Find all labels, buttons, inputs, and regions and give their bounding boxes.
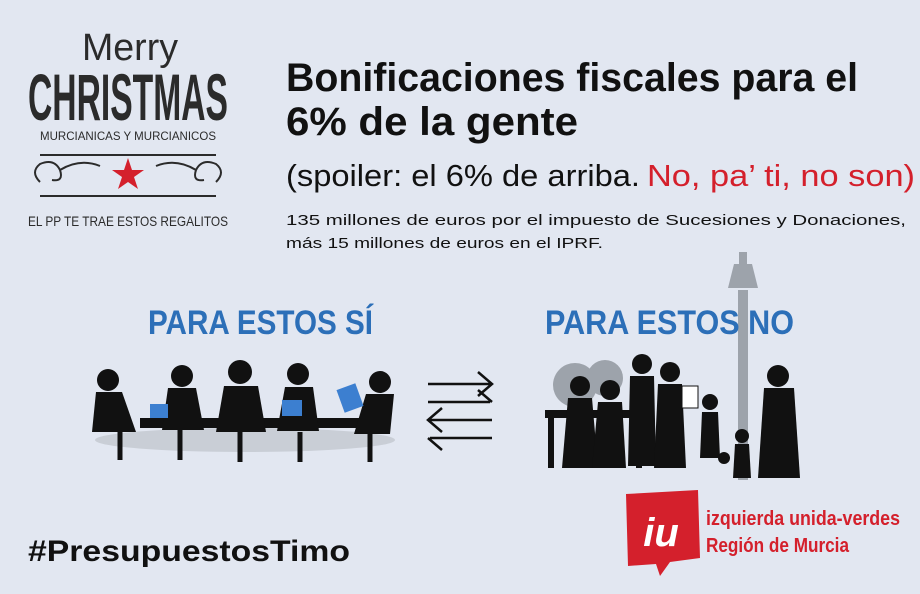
lamp-post — [728, 252, 758, 480]
body-line: más 15 millones de euros en el IPRF. — [286, 235, 603, 252]
logo-letters: iu — [643, 511, 679, 555]
park-silhouette — [545, 354, 800, 478]
tagline: EL PP TE TRAE ESTOS REGALITOS — [28, 213, 228, 229]
logo-line: izquierda unida-verdes — [706, 508, 900, 530]
ornament — [34, 154, 222, 197]
group-left: PARA ESTOS SÍ — [148, 304, 374, 342]
documents — [150, 383, 364, 418]
merry: Merry — [82, 27, 178, 69]
christmas: CHRISTMAS — [28, 60, 228, 134]
group-right: PARA ESTOS NO — [545, 304, 794, 342]
title-line: Bonificaciones fiscales para el — [286, 56, 858, 100]
star — [112, 158, 144, 189]
logo-mark — [626, 490, 700, 576]
hashtag: #PresupuestosTimo — [28, 535, 350, 568]
title-line: 6% de la gente — [286, 100, 578, 144]
logo-line: Región de Murcia — [706, 535, 850, 557]
body-line: 135 millones de euros por el impuesto de… — [286, 212, 906, 229]
greeting: MURCIANICAS Y MURCIANICOS — [40, 129, 216, 143]
subtitle-highlight: No, pa’ ti, no son) — [647, 158, 915, 193]
logo: iu izquierda unida-verdes Región de Murc… — [626, 490, 900, 576]
meeting-silhouette — [92, 360, 395, 462]
subtitle: (spoiler: el 6% de arriba. — [286, 158, 640, 193]
exchange-arrows — [426, 371, 494, 451]
